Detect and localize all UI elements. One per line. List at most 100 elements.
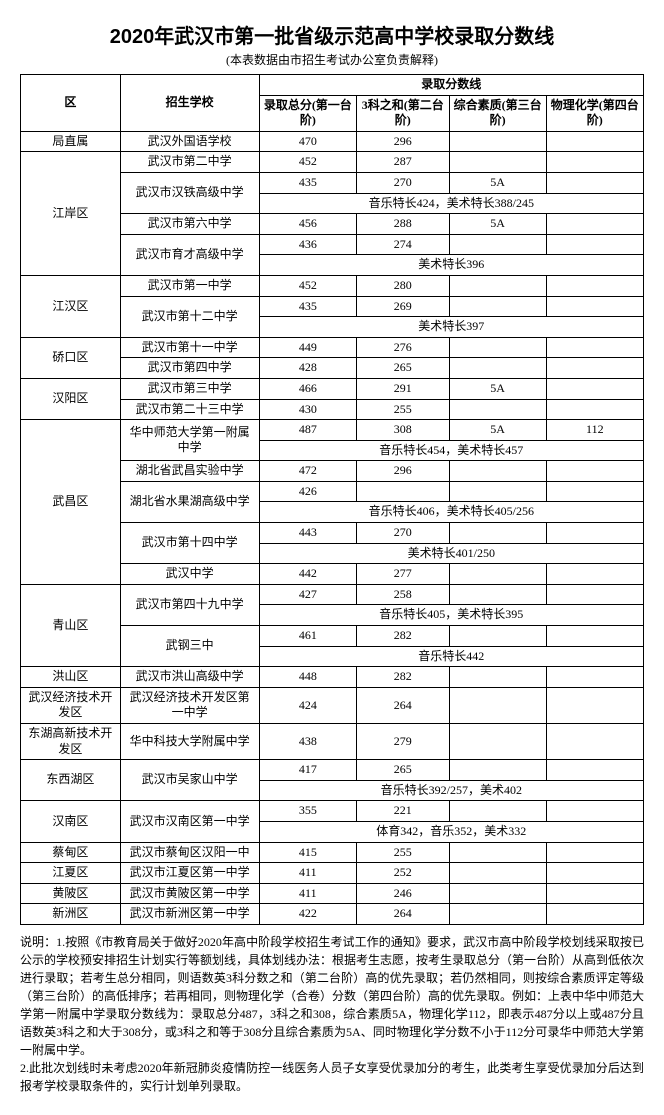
three-cell: 270 <box>357 523 450 544</box>
quality-cell <box>449 481 546 502</box>
three-cell: 296 <box>357 131 450 152</box>
quality-cell <box>449 564 546 585</box>
school-cell: 武汉市吴家山中学 <box>120 760 259 801</box>
total-cell: 461 <box>259 626 356 647</box>
district-cell: 蔡甸区 <box>21 842 121 863</box>
district-cell: 青山区 <box>21 584 121 666</box>
school-cell: 武汉市第六中学 <box>120 214 259 235</box>
phychem-cell <box>546 172 643 193</box>
school-cell: 武汉市江夏区第一中学 <box>120 863 259 884</box>
phychem-cell <box>546 214 643 235</box>
quality-cell <box>449 667 546 688</box>
school-cell: 武汉市育才高级中学 <box>120 234 259 275</box>
quality-cell <box>449 296 546 317</box>
table-row: 青山区武汉市第四十九中学427258 <box>21 584 644 605</box>
phychem-cell <box>546 378 643 399</box>
school-cell: 武汉市黄陂区第一中学 <box>120 883 259 904</box>
district-cell: 江夏区 <box>21 863 121 884</box>
school-cell: 武汉市汉铁高级中学 <box>120 172 259 213</box>
three-cell: 277 <box>357 564 450 585</box>
total-cell: 417 <box>259 760 356 781</box>
phychem-cell <box>546 842 643 863</box>
total-cell: 443 <box>259 523 356 544</box>
total-cell: 424 <box>259 687 356 723</box>
total-cell: 436 <box>259 234 356 255</box>
total-cell: 422 <box>259 904 356 925</box>
three-cell: 255 <box>357 399 450 420</box>
quality-cell <box>449 399 546 420</box>
total-cell: 449 <box>259 337 356 358</box>
table-row: 洪山区武汉市洪山高级中学448282 <box>21 667 644 688</box>
school-cell: 湖北省水果湖高级中学 <box>120 481 259 522</box>
quality-cell: 5A <box>449 172 546 193</box>
header-total: 录取总分(第一台阶) <box>259 95 356 131</box>
school-cell: 武汉市第十四中学 <box>120 523 259 564</box>
district-cell: 汉南区 <box>21 801 121 842</box>
quality-cell <box>449 863 546 884</box>
total-cell: 355 <box>259 801 356 822</box>
header-school: 招生学校 <box>120 75 259 132</box>
quality-cell <box>449 523 546 544</box>
district-cell: 局直属 <box>21 131 121 152</box>
quality-cell <box>449 234 546 255</box>
merged-note-cell: 美术特长397 <box>259 317 643 338</box>
header-quality: 综合素质(第三台阶) <box>449 95 546 131</box>
header-score-group: 录取分数线 <box>259 75 643 96</box>
school-cell: 武汉经济技术开发区第一中学 <box>120 687 259 723</box>
table-row: 江夏区武汉市江夏区第一中学411252 <box>21 863 644 884</box>
district-cell: 武汉经济技术开发区 <box>21 687 121 723</box>
quality-cell <box>449 883 546 904</box>
quality-cell <box>449 687 546 723</box>
total-cell: 452 <box>259 152 356 173</box>
phychem-cell <box>546 801 643 822</box>
district-cell: 洪山区 <box>21 667 121 688</box>
district-cell: 江汉区 <box>21 275 121 337</box>
three-cell: 291 <box>357 378 450 399</box>
three-cell: 296 <box>357 461 450 482</box>
quality-cell <box>449 904 546 925</box>
phychem-cell <box>546 760 643 781</box>
quality-cell <box>449 724 546 760</box>
quality-cell <box>449 461 546 482</box>
table-row: 东西湖区武汉市吴家山中学417265 <box>21 760 644 781</box>
three-cell: 288 <box>357 214 450 235</box>
quality-cell <box>449 131 546 152</box>
school-cell: 武汉市第二十三中学 <box>120 399 259 420</box>
quality-cell <box>449 358 546 379</box>
district-cell: 硚口区 <box>21 337 121 378</box>
quality-cell <box>449 626 546 647</box>
header-three: 3科之和(第二台阶) <box>357 95 450 131</box>
three-cell: 269 <box>357 296 450 317</box>
table-row: 蔡甸区武汉市蔡甸区汉阳一中415255 <box>21 842 644 863</box>
header-district: 区 <box>21 75 121 132</box>
quality-cell: 5A <box>449 214 546 235</box>
phychem-cell <box>546 523 643 544</box>
three-cell: 264 <box>357 687 450 723</box>
three-cell: 282 <box>357 626 450 647</box>
school-cell: 武汉市新洲区第一中学 <box>120 904 259 925</box>
three-cell: 308 <box>357 420 450 441</box>
phychem-cell <box>546 687 643 723</box>
merged-note-cell: 音乐特长442 <box>259 646 643 667</box>
three-cell: 274 <box>357 234 450 255</box>
district-cell: 江岸区 <box>21 152 121 276</box>
notes-text: 说明：1.按照《市教育局关于做好2020年高中阶段学校招生考试工作的通知》要求，… <box>20 933 644 1095</box>
three-cell: 265 <box>357 358 450 379</box>
quality-cell <box>449 337 546 358</box>
table-row: 武昌区华中师范大学第一附属中学4873085A112 <box>21 420 644 441</box>
school-cell: 武汉市第十二中学 <box>120 296 259 337</box>
quality-cell <box>449 842 546 863</box>
total-cell: 452 <box>259 275 356 296</box>
school-cell: 武汉市第四中学 <box>120 358 259 379</box>
merged-note-cell: 音乐特长406，美术特长405/256 <box>259 502 643 523</box>
quality-cell <box>449 152 546 173</box>
quality-cell <box>449 801 546 822</box>
three-cell: 255 <box>357 842 450 863</box>
district-cell: 黄陂区 <box>21 883 121 904</box>
total-cell: 430 <box>259 399 356 420</box>
school-cell: 武汉市第四十九中学 <box>120 584 259 625</box>
total-cell: 428 <box>259 358 356 379</box>
total-cell: 427 <box>259 584 356 605</box>
phychem-cell <box>546 275 643 296</box>
total-cell: 411 <box>259 863 356 884</box>
